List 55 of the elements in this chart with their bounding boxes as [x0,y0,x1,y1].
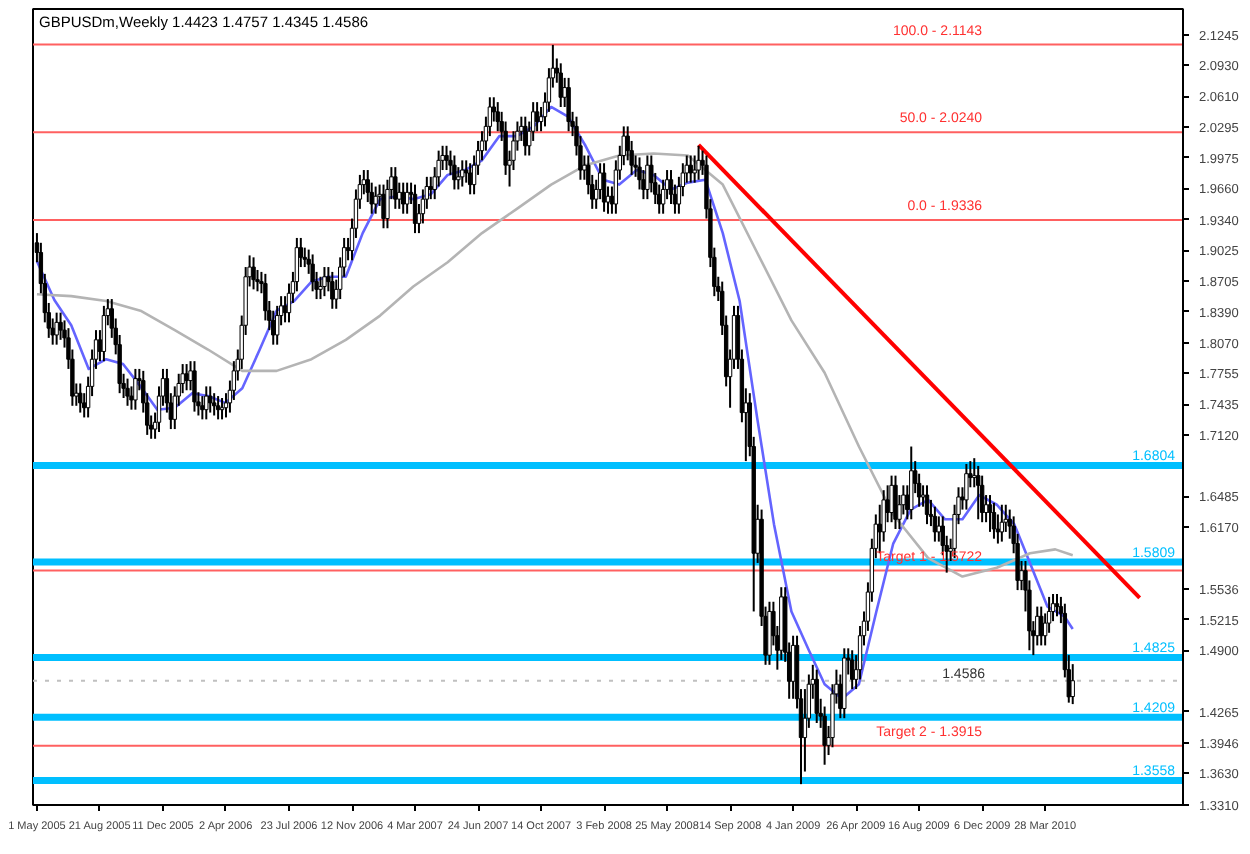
candlestick [215,395,221,421]
candlestick [660,178,666,215]
candlestick [54,311,59,346]
candlestick [566,76,571,133]
candlestick [184,363,189,392]
candlestick [495,101,500,133]
candlestick [976,464,981,521]
candlestick [999,503,1005,543]
candlestick [428,175,433,201]
candlestick [192,360,197,413]
candlestick [330,270,335,310]
candlestick [381,183,386,230]
candlestick [444,144,449,172]
candlestick [460,159,465,188]
candlestick [452,154,457,191]
candlestick [412,183,418,235]
candlestick [637,156,642,191]
candlestick [373,185,378,215]
candlestick [133,367,138,411]
candlestick [523,115,528,157]
candlestick [1070,663,1075,706]
candlestick [263,272,268,322]
candlestick [601,162,607,213]
candlestick [893,474,898,530]
candlestick [58,311,63,341]
candlestick [274,304,280,346]
candlestick [310,253,315,293]
candlestick [1054,592,1060,618]
candlestick [204,385,209,421]
candlestick [909,445,914,521]
candlestick [881,489,886,543]
candlestick [645,154,650,201]
candlestick [208,385,213,414]
candlestick [534,101,540,133]
candlestick [401,181,406,215]
candlestick [936,515,942,543]
candlestick [318,275,323,301]
candlestick [987,494,993,533]
candlestick [322,266,327,298]
candlestick [924,484,930,526]
candlestick [1039,605,1044,647]
candlestick [692,154,697,184]
candlestick [219,397,225,421]
candlestick [964,463,969,511]
candlestick [125,377,130,407]
candlestick [78,382,83,414]
candlestick [991,501,997,540]
candlestick [271,309,276,346]
candlestick [211,392,217,417]
candlestick [101,304,107,363]
candlestick [688,154,693,184]
candlestick [404,181,410,215]
candlestick [979,474,985,524]
candlestick [467,162,473,196]
candlestick [814,668,819,725]
